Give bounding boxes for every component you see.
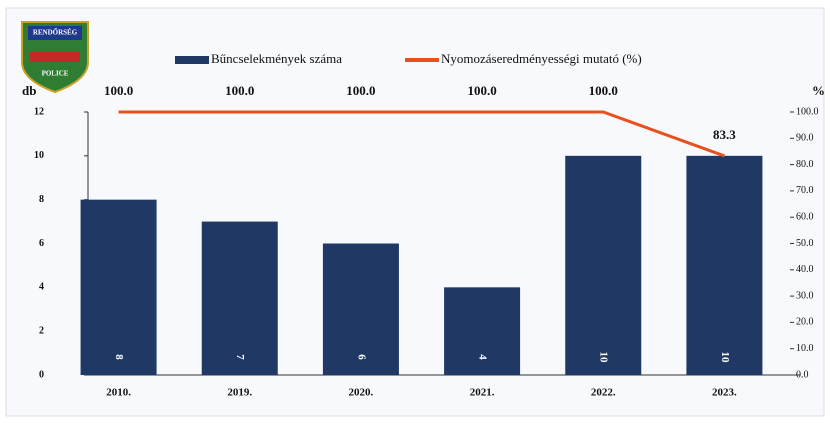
y2-tick-label: 60.0 (796, 211, 814, 222)
legend-label: Nyomozáseredményességi mutató (%) (441, 51, 642, 66)
y-tick-label: 0 (39, 369, 44, 380)
y2-axis-label: % (812, 83, 825, 98)
line-value-label: 83.3 (713, 127, 736, 142)
line-value-label: 100.0 (346, 83, 375, 98)
y-tick-label: 8 (39, 194, 44, 205)
y2-tick-label: 100.0 (796, 106, 819, 117)
bar (322, 243, 399, 375)
line-value-label: 100.0 (104, 83, 133, 98)
y2-tick-label: 40.0 (796, 264, 814, 275)
bar-value-label: 6 (355, 354, 367, 360)
y2-tick-label: 90.0 (796, 133, 814, 144)
x-tick-label: 2023. (712, 387, 737, 399)
bar-value-label: 7 (234, 354, 246, 360)
line-value-label: 100.0 (225, 83, 254, 98)
bar-value-label: 4 (477, 354, 489, 360)
bar (80, 199, 157, 375)
y2-tick-label: 10.0 (796, 343, 814, 354)
bar-value-label: 8 (113, 354, 125, 360)
y2-tick-label: 0.0 (796, 369, 809, 380)
y2-tick-label: 70.0 (796, 185, 814, 196)
x-tick-label: 2022. (591, 387, 616, 399)
bar-value-label: 10 (598, 352, 610, 364)
bar (686, 155, 763, 375)
y2-tick-label: 80.0 (796, 159, 814, 170)
bar (565, 155, 642, 375)
x-tick-label: 2020. (349, 387, 374, 399)
x-tick-label: 2010. (106, 387, 131, 399)
logo-bottom-text: POLICE (42, 70, 69, 78)
logo-top-text: RENDŐRSÉG (33, 29, 78, 37)
line-value-label: 100.0 (589, 83, 618, 98)
x-tick-label: 2019. (227, 387, 252, 399)
logo: RENDŐRSÉG POLICE (21, 21, 89, 94)
bar-value-label: 10 (719, 352, 731, 364)
y2-tick-label: 20.0 (796, 317, 814, 328)
line-series (118, 110, 725, 158)
y-tick-label: 4 (39, 282, 44, 293)
x-tick-label: 2021. (470, 387, 495, 399)
y-tick-label: 12 (34, 106, 44, 117)
y-tick-label: 2 (39, 325, 44, 336)
y-tick-label: 10 (34, 150, 44, 161)
y-axis-label: db (22, 83, 36, 98)
legend-label: Bűncselekmények száma (211, 51, 342, 66)
legend-swatch (175, 56, 209, 64)
y-tick-label: 6 (39, 238, 44, 249)
bar (201, 221, 278, 375)
y2-tick-label: 50.0 (796, 238, 814, 249)
line-value-label: 100.0 (467, 83, 496, 98)
y2-tick-label: 30.0 (796, 290, 814, 301)
bar (444, 287, 521, 375)
